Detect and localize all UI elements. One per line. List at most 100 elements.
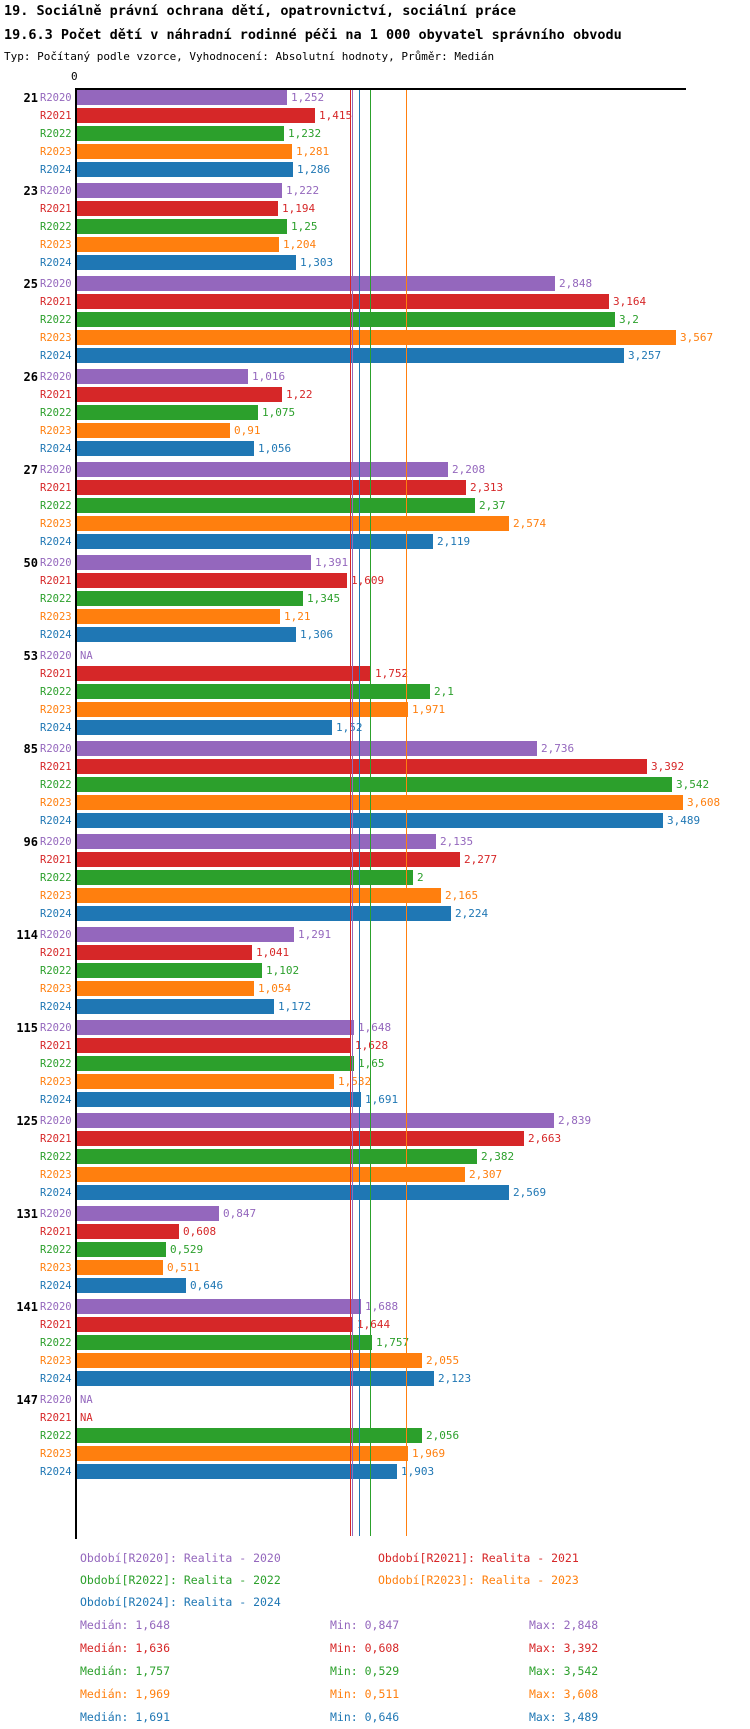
bar-value: 2,165 <box>445 889 479 902</box>
series-label-R2022: R2022 <box>40 314 72 326</box>
bar-value: 1,609 <box>351 574 385 587</box>
bar-R2024 <box>77 441 254 456</box>
series-label-R2024: R2024 <box>40 1466 72 1478</box>
bar-R2020 <box>77 1206 219 1221</box>
bar-R2020 <box>77 369 248 384</box>
bar-row: 147 R2020 NA <box>0 1392 750 1407</box>
bar-R2021 <box>77 1224 179 1239</box>
bar-R2022 <box>77 870 413 885</box>
series-label-R2023: R2023 <box>40 1355 72 1367</box>
series-label-R2021: R2021 <box>40 575 72 587</box>
series-label-R2024: R2024 <box>40 1001 72 1013</box>
bar-row: R2021 3,392 <box>0 759 750 774</box>
bar-row: R2022 0,529 <box>0 1242 750 1257</box>
series-label-R2020: R2020 <box>40 371 72 383</box>
series-label-R2024: R2024 <box>40 1187 72 1199</box>
bar-value: 1,65 <box>358 1057 385 1070</box>
bar-row: R2024 1,691 <box>0 1092 750 1107</box>
bar-row: R2023 1,971 <box>0 702 750 717</box>
bar-R2021 <box>77 1038 351 1053</box>
bar-value: 1,752 <box>375 667 409 680</box>
bar-R2024 <box>77 255 296 270</box>
bar-row: 27 R2020 2,208 <box>0 462 750 477</box>
series-label-R2022: R2022 <box>40 407 72 419</box>
group-label: 53 <box>23 649 38 663</box>
series-label-R2021: R2021 <box>40 110 72 122</box>
bar-row: R2023 1,969 <box>0 1446 750 1461</box>
bar-R2023 <box>77 1074 334 1089</box>
series-label-R2022: R2022 <box>40 1244 72 1256</box>
bar-R2024 <box>77 720 332 735</box>
stats-row-R2020: Medián: 1,648 Min: 0,847 Max: 2,848 <box>0 1614 750 1637</box>
legend-row: Období[R2022]: Realita - 2022 Období[R202… <box>0 1570 750 1592</box>
bar-row: R2024 2,569 <box>0 1185 750 1200</box>
section-title: 19. Sociálně právní ochrana dětí, opatro… <box>4 3 517 19</box>
bar-R2023 <box>77 423 230 438</box>
bar-row: R2024 1,303 <box>0 255 750 270</box>
median-line-R2022 <box>370 88 371 1536</box>
bar-row: R2022 1,25 <box>0 219 750 234</box>
group-label: 131 <box>16 1207 38 1221</box>
min-value-R2022: Min: 0,529 <box>330 1664 400 1678</box>
bar-row: 53 R2020 NA <box>0 648 750 663</box>
bar-R2023 <box>77 609 280 624</box>
series-label-R2021: R2021 <box>40 389 72 401</box>
bar-value: 3,608 <box>687 796 721 809</box>
bar-value: 1,757 <box>376 1336 410 1349</box>
bar-R2020 <box>77 555 311 570</box>
bar-R2020 <box>77 741 537 756</box>
bar-value: 2,663 <box>528 1132 562 1145</box>
bar-R2023 <box>77 1260 163 1275</box>
bar-row: R2022 2 <box>0 870 750 885</box>
series-label-R2020: R2020 <box>40 92 72 104</box>
bar-value: 1,969 <box>412 1447 446 1460</box>
bar-value: 1,194 <box>282 202 316 215</box>
bar-R2024 <box>77 1464 397 1479</box>
bar-row: R2024 2,119 <box>0 534 750 549</box>
bar-R2023 <box>77 1167 465 1182</box>
bar-value: 1,644 <box>357 1318 391 1331</box>
bar-row: R2022 1,65 <box>0 1056 750 1071</box>
bar-R2020 <box>77 1299 361 1314</box>
bar-R2022 <box>77 1149 477 1164</box>
bar-R2022 <box>77 1428 422 1443</box>
bar-value: 1,306 <box>300 628 334 641</box>
bar-row: R2022 1,757 <box>0 1335 750 1350</box>
bar-row: R2022 2,37 <box>0 498 750 513</box>
series-label-R2024: R2024 <box>40 164 72 176</box>
bar-row: R2021 1,752 <box>0 666 750 681</box>
bar-value: 2,569 <box>513 1186 547 1199</box>
series-label-R2020: R2020 <box>40 1394 72 1406</box>
bar-R2024 <box>77 1092 361 1107</box>
group-label: 26 <box>23 370 38 384</box>
median-line-R2023 <box>406 88 407 1536</box>
bar-value: 1,628 <box>355 1039 389 1052</box>
bar-value: 1,21 <box>284 610 311 623</box>
bar-row: R2021 1,22 <box>0 387 750 402</box>
chart-header: 19. Sociálně právní ochrana dětí, opatro… <box>0 0 750 63</box>
series-label-R2021: R2021 <box>40 761 72 773</box>
series-label-R2024: R2024 <box>40 257 72 269</box>
bar-value: 1,303 <box>300 256 334 269</box>
legend-item-R2022: Období[R2022]: Realita - 2022 <box>80 1573 281 1587</box>
median-line-R2021 <box>350 88 351 1536</box>
bar-value: 3,392 <box>651 760 685 773</box>
bar-R2021 <box>77 666 371 681</box>
bar-R2021 <box>77 945 252 960</box>
bar-row: R2023 2,165 <box>0 888 750 903</box>
bar-chart: 0 21 R2020 1,252 R2021 1,415 R2022 1,232 R2023 1… <box>0 70 750 1539</box>
bar-value: 1,688 <box>365 1300 399 1313</box>
bar-R2023 <box>77 330 676 345</box>
bar-row: R2023 2,055 <box>0 1353 750 1368</box>
stats-row-R2024: Medián: 1,691 Min: 0,646 Max: 3,489 <box>0 1706 750 1729</box>
series-label-R2020: R2020 <box>40 836 72 848</box>
bar-R2021 <box>77 852 460 867</box>
series-label-R2023: R2023 <box>40 704 72 716</box>
bar-row: R2022 1,102 <box>0 963 750 978</box>
bar-value: 2,119 <box>437 535 471 548</box>
series-label-R2024: R2024 <box>40 443 72 455</box>
bar-value: 1,691 <box>365 1093 399 1106</box>
group-label: 27 <box>23 463 38 477</box>
median-value-R2022: Medián: 1,757 <box>80 1664 171 1678</box>
bar-value: 1,25 <box>291 220 318 233</box>
